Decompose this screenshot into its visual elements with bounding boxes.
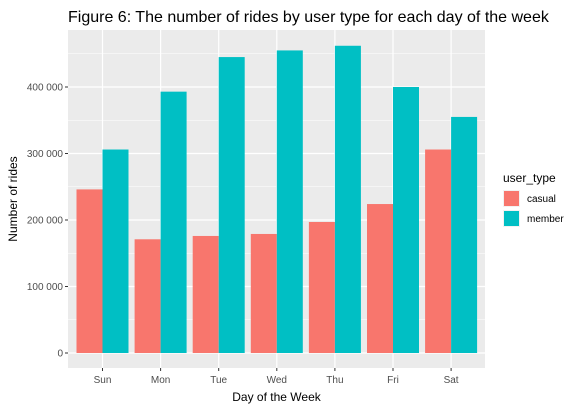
- x-axis-ticks: Sun Mon Tue Wed Thu Fri Sat: [94, 368, 459, 386]
- bar-member-wed: [276, 50, 303, 354]
- x-tick-label-mon: Mon: [151, 375, 170, 386]
- x-tick-label-sun: Sun: [94, 375, 112, 386]
- legend-label-member: member: [527, 214, 564, 225]
- x-tick-label-tue: Tue: [210, 375, 227, 386]
- bar-casual-sat: [425, 149, 452, 353]
- bar-member-thu: [334, 45, 361, 354]
- legend-title: user_type: [503, 171, 556, 185]
- y-tick-label: 400 000: [27, 83, 64, 94]
- x-tick-label-wed: Wed: [267, 375, 287, 386]
- bar-casual-fri: [367, 204, 393, 353]
- bar-casual-tue: [192, 235, 219, 353]
- x-tick-label-fri: Fri: [387, 375, 399, 386]
- x-tick-label-thu: Thu: [326, 375, 343, 386]
- legend: user_type casual member: [503, 171, 564, 227]
- bar-member-mon: [160, 91, 187, 353]
- bar-casual-mon: [134, 239, 161, 353]
- legend-swatch-member: [504, 211, 519, 226]
- y-tick-label: 100 000: [27, 282, 64, 293]
- y-tick-label: 0: [57, 349, 63, 360]
- x-tick-label-sat: Sat: [444, 375, 459, 386]
- bar-member-tue: [218, 57, 245, 353]
- y-axis-ticks: 0 100 000 200 000 300 000 400 000: [27, 83, 68, 360]
- y-tick-label: 300 000: [27, 149, 64, 160]
- legend-item-casual: casual: [503, 190, 556, 207]
- bar-member-fri: [393, 87, 419, 353]
- legend-label-casual: casual: [527, 194, 556, 205]
- bars-layer: [76, 45, 478, 354]
- bar-member-sat: [451, 116, 478, 353]
- bar-member-sun: [102, 149, 129, 353]
- y-tick-label: 200 000: [27, 216, 64, 227]
- y-axis-title: Number of rides: [6, 156, 20, 241]
- bar-casual-thu: [308, 221, 335, 353]
- legend-item-member: member: [503, 210, 564, 227]
- legend-swatch-casual: [504, 191, 519, 206]
- chart-title: Figure 6: The number of rides by user ty…: [68, 9, 550, 26]
- x-axis-title: Day of the Week: [232, 390, 321, 404]
- bar-casual-wed: [250, 233, 277, 353]
- bar-casual-sun: [76, 189, 103, 353]
